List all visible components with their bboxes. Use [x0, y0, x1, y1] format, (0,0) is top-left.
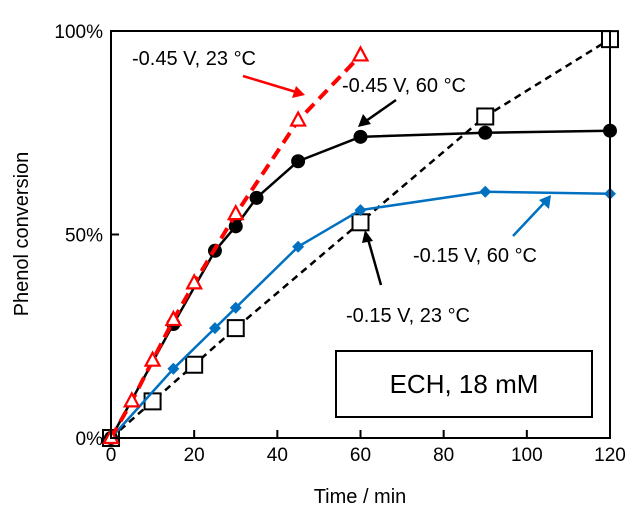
annotation-label: -0.15 V, 60 °C — [413, 245, 537, 267]
boxed-annotation: ECH, 18 mM — [335, 350, 593, 418]
annotation-label: -0.15 V, 23 °C — [346, 305, 470, 327]
data-point-square — [185, 355, 204, 374]
annotation-arrow-head — [292, 86, 305, 98]
data-point-diamond — [292, 240, 305, 253]
data-point-triangle — [143, 350, 162, 367]
data-point-diamond — [479, 185, 492, 198]
data-point-square — [351, 213, 370, 232]
x-tick-label: 60 — [350, 445, 371, 466]
x-tick-label: 120 — [594, 445, 626, 466]
annotation-neg015v-60c: -0.15 V, 60 °C — [413, 195, 551, 267]
annotation-neg045v-60c: -0.45 V, 60 °C — [342, 75, 466, 127]
annotation-arrow-head — [362, 230, 373, 243]
data-point-square — [476, 107, 495, 126]
data-point-square — [226, 319, 245, 338]
boxed-annotation-frame — [335, 350, 593, 418]
annotation-arrow-shaft — [365, 98, 397, 123]
x-tick-label: 40 — [267, 445, 288, 466]
y-axis-title: Phenol conversion — [11, 152, 33, 317]
x-tick-label: 100 — [511, 445, 543, 466]
series-open-triangle — [102, 45, 370, 445]
data-point-triangle — [289, 110, 307, 127]
data-point-diamond — [208, 322, 221, 335]
data-point-triangle — [164, 309, 183, 327]
data-point-square — [143, 392, 162, 411]
ticks-layer: 0 20 40 60 80 100 120 0% 50% 100% — [54, 22, 625, 466]
annotation-arrow-shaft — [242, 74, 297, 94]
data-point-triangle — [226, 203, 245, 221]
y-tick-label: 50% — [65, 226, 103, 247]
data-point-circle — [478, 125, 493, 140]
series-line — [109, 54, 362, 439]
annotation-arrow-shaft — [512, 201, 546, 237]
data-point-circle — [291, 154, 306, 169]
data-point-circle — [249, 190, 264, 205]
data-point-triangle — [122, 391, 141, 408]
data-point-triangle — [351, 45, 370, 62]
data-point-diamond — [167, 362, 180, 375]
x-tick-label: 0 — [106, 445, 117, 466]
annotation-neg015v-23c: -0.15 V, 23 °C — [346, 230, 470, 327]
series-line — [110, 190, 611, 439]
annotation-label: -0.45 V, 60 °C — [342, 75, 466, 97]
annotation-label: -0.45 V, 23 °C — [132, 48, 256, 70]
data-point-triangle — [185, 273, 204, 290]
annotation-arrow-head — [358, 114, 371, 127]
y-tick-label: 100% — [54, 22, 103, 43]
y-tick-label: 0% — [76, 429, 104, 450]
data-point-circle — [353, 129, 368, 144]
series-layer — [102, 30, 619, 447]
annotation-neg045v-23c: -0.45 V, 23 °C — [132, 48, 305, 98]
data-point-diamond — [354, 204, 367, 217]
x-axis-title: Time / min — [314, 486, 407, 508]
annotation-arrow-head — [539, 195, 551, 209]
x-tick-label: 20 — [184, 445, 205, 466]
boxed-annotation-label: ECH, 18 mM — [390, 369, 539, 399]
annotation-arrow-shaft — [366, 238, 383, 286]
x-tick-label: 80 — [433, 445, 454, 466]
data-point-diamond — [229, 301, 242, 314]
